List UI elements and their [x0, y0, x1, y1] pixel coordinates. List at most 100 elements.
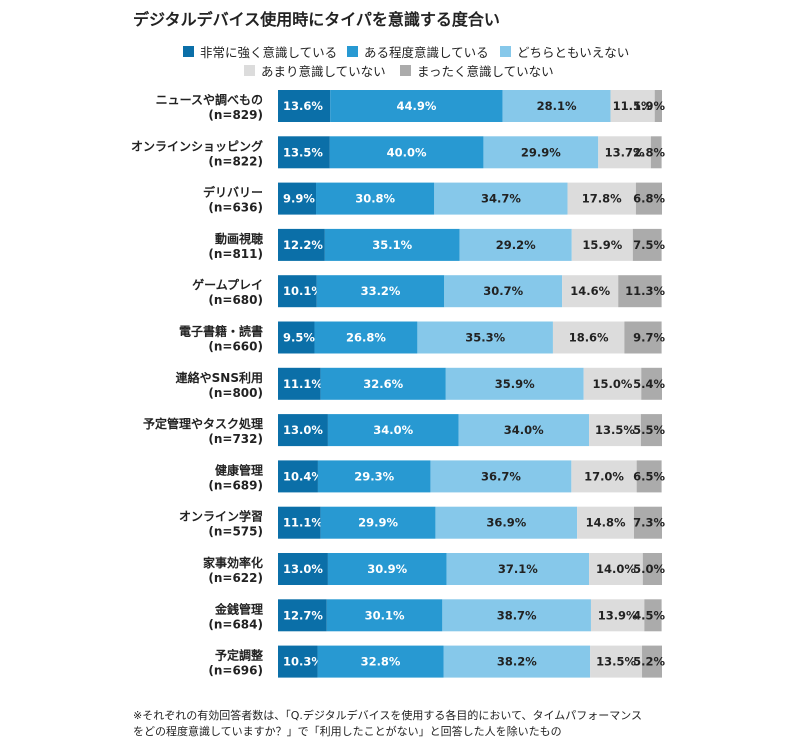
data-label: 13.0% [283, 423, 323, 437]
data-label: 5.0% [633, 562, 665, 576]
bar-segment [654, 90, 662, 122]
bar-segment [502, 90, 611, 122]
bar-row: 予定管理やタスク処理(n=732) 13.0% 34.0% 34.0% 13.5%5.5… [143, 414, 665, 447]
bar-segment [459, 228, 572, 261]
bar-segment [434, 182, 568, 215]
bar-segment [330, 90, 503, 122]
data-label: 32.8% [361, 655, 401, 669]
legend-label: ある程度意識している [364, 44, 489, 60]
legend-item-very-strong: 非常に強く意識している [183, 43, 338, 60]
data-label: 5.5% [633, 423, 665, 437]
bar-segment [278, 599, 327, 632]
data-label: 13.7% [605, 145, 645, 159]
chart-title: デジタルデバイス使用時にタイパを意識する度合い [133, 10, 500, 29]
data-label: 29.3% [354, 469, 394, 483]
data-label: 32.6% [363, 377, 403, 391]
bar-segment [435, 506, 578, 539]
bar-segment [314, 321, 418, 354]
bar-segment [642, 645, 662, 678]
data-label: 14.8% [586, 516, 626, 530]
data-label: 40.0% [387, 145, 427, 159]
data-label: 44.9% [396, 99, 436, 113]
legend-swatch-very-strong [183, 45, 194, 57]
legend-item-not-much: あまり意識していない [244, 62, 386, 79]
bar-segment [445, 367, 584, 400]
data-label: 30.7% [483, 284, 523, 298]
bar-segment [633, 506, 662, 539]
bar-segment [446, 553, 590, 585]
bar-segment [278, 645, 318, 678]
bar-row: 連絡やSNS利用(n=800) 11.1% 32.6% 35.9% 15.0% 5.4% [176, 367, 665, 400]
data-label: 13.5% [283, 145, 323, 159]
data-label: 11.1% [283, 377, 323, 391]
bar-row: デリバリー(n=636) 9.9% 30.8% 34.7% 17.8% 6.8% [203, 182, 665, 215]
data-label: 36.7% [481, 469, 521, 483]
bar-segment [327, 414, 459, 447]
category-n-label: (n=622) [208, 571, 263, 585]
data-label: 6.5% [633, 469, 665, 483]
category-label: 予定管理やタスク処理 [143, 416, 263, 431]
data-label: 28.1% [537, 99, 577, 113]
data-label: 13.5% [595, 423, 635, 437]
legend-swatch-neutral [500, 45, 511, 57]
data-label: 12.2% [283, 238, 323, 252]
bar-segment [329, 136, 484, 169]
bar-segment [278, 367, 321, 400]
data-label: 6.8% [633, 192, 665, 206]
category-label: デリバリー [203, 185, 263, 200]
legend-item-somewhat: ある程度意識している [347, 43, 489, 60]
category-n-label: (n=732) [208, 432, 263, 446]
data-label: 11.1% [283, 516, 323, 530]
category-label: 電子書籍・読書 [179, 324, 263, 339]
data-label: 12.7% [283, 608, 323, 622]
bar-row: 動画視聴(n=811) 12.2% 35.1% 29.2% 15.9% 7.5% [208, 228, 665, 261]
bar-segment [443, 645, 591, 678]
legend-label: 非常に強く意識している [200, 44, 338, 60]
bar-segment [641, 367, 662, 400]
legend: 非常に強く意識している ある程度意識している どちらともいえない あまり意識して… [0, 0, 800, 80]
category-n-label: (n=811) [208, 247, 263, 261]
bar-segment [624, 321, 662, 354]
data-label: 26.8% [346, 331, 386, 345]
bar-segment [278, 182, 317, 215]
bar-segment [417, 321, 553, 354]
bar-segment [632, 228, 662, 261]
category-label: 金銭管理 [214, 601, 263, 616]
bar-segment [458, 414, 590, 447]
footnote-line-2: をどの程度意識していますか？」で「利用したことがない」と回答した人を除いたもの [133, 725, 562, 738]
data-label: 5.4% [633, 377, 665, 391]
bar-segment [598, 136, 651, 169]
bar-segment [483, 136, 599, 169]
bar-segment [589, 553, 643, 585]
footnote-line-1: ※それぞれの有効回答者数は、「Q.デジタルデバイスを使用する各目的において、タイ… [133, 709, 642, 722]
bar-segment [590, 645, 643, 678]
category-label: 家事効率化 [203, 555, 263, 570]
data-label: 5.2% [633, 655, 665, 669]
category-n-label: (n=829) [208, 108, 263, 122]
data-label: 38.7% [497, 608, 537, 622]
data-label: 13.6% [283, 99, 323, 113]
bar-segment [320, 506, 436, 539]
legend-swatch-not-much [244, 64, 255, 76]
bar-segment [278, 136, 330, 169]
bar-segment [278, 228, 325, 261]
data-label: 30.9% [367, 562, 407, 576]
footnote: ※それぞれの有効回答者数は、「Q.デジタルデバイスを使用する各目的において、タイ… [133, 708, 642, 740]
category-n-label: (n=800) [208, 386, 263, 400]
bar-row: オンラインショッピング(n=822) 13.5% 40.0% 29.9% 13.7%2.… [131, 136, 665, 169]
bar-segment [571, 460, 637, 493]
bar-segment [324, 228, 460, 261]
bar-segment [618, 275, 662, 308]
category-label: ニュースや調べもの [156, 92, 263, 107]
data-label: 34.7% [481, 192, 521, 206]
legend-label: どちらともいえない [517, 44, 630, 60]
category-label: オンライン学習 [179, 509, 263, 524]
bar-segment [583, 367, 642, 400]
data-label: 35.1% [372, 238, 412, 252]
data-label: 13.0% [283, 562, 323, 576]
data-label: 18.6% [569, 331, 609, 345]
bar-segment [327, 553, 447, 585]
data-label: 13.9% [598, 608, 638, 622]
category-label: オンラインショッピング [131, 138, 263, 153]
bar-segment [278, 506, 321, 539]
